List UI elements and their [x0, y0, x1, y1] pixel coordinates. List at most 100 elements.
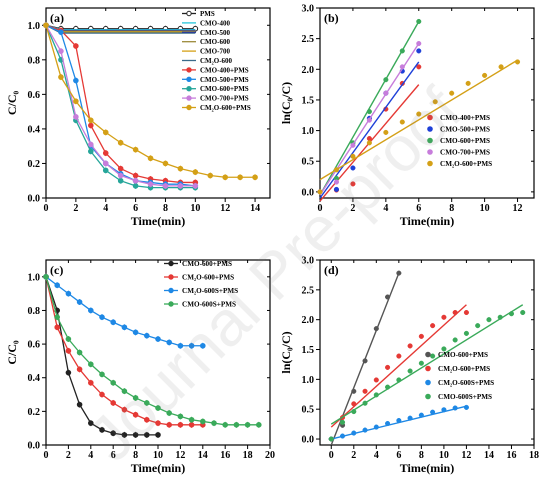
data-point	[73, 77, 79, 84]
legend-entry: CMO-500	[200, 29, 230, 37]
y-tick-label: 3.0	[302, 256, 315, 267]
plot-frame	[319, 259, 535, 446]
data-point	[452, 309, 458, 316]
data-point	[110, 379, 116, 386]
y-tick-label: 0.4	[28, 373, 41, 384]
legend-entry: CM₂O-600	[200, 57, 233, 65]
y-tick-label: 1.0	[28, 272, 41, 283]
legend-entry: CMO-600	[200, 38, 230, 46]
data-point	[102, 167, 109, 174]
data-point	[385, 294, 391, 300]
data-point	[430, 353, 436, 359]
data-point	[385, 420, 391, 427]
chart-panel-2: 0 2 4 6 8 10 12 14 16 18 20 0.0 0.2 0.4 0.6 0.8 1.0 Time(…	[5, 259, 275, 475]
data-point	[317, 189, 323, 195]
legend-marker	[425, 351, 431, 358]
x-tick-label: 8	[419, 450, 424, 461]
x-tick-label: 0	[44, 450, 49, 461]
series-line	[45, 24, 196, 184]
data-point	[88, 420, 94, 426]
data-point	[362, 358, 368, 364]
data-point	[58, 29, 64, 35]
data-point	[328, 436, 334, 442]
y-tick-label: 0.5	[302, 405, 315, 416]
y-tick-label: 1.0	[28, 21, 41, 32]
legend-entry: CMO-600+PMS	[440, 137, 490, 145]
x-tick-label: 4	[383, 203, 388, 214]
chart-panel-1: 0 2 4 6 8 10 12 0.0 0.5 1.0 1.5 2.0 2.5 3.0 Time(min) l…	[279, 4, 535, 228]
data-point	[99, 371, 105, 378]
legend-marker	[427, 137, 433, 144]
data-point	[58, 74, 64, 80]
data-point	[132, 432, 139, 438]
x-axis-label: Time(min)	[131, 461, 185, 475]
x-tick-label: 2	[73, 203, 78, 214]
data-point	[351, 388, 357, 394]
x-tick-label: 4	[374, 450, 379, 461]
series-9	[43, 22, 199, 189]
data-point	[110, 430, 116, 437]
x-tick-label: 20	[265, 450, 275, 461]
series-1	[45, 24, 196, 31]
x-tick-label: 8	[449, 203, 454, 214]
data-point	[449, 90, 455, 96]
data-point	[110, 400, 116, 406]
data-point	[482, 72, 488, 78]
legend-marker	[186, 10, 192, 17]
data-point	[418, 412, 424, 418]
data-point	[147, 181, 154, 187]
data-point	[144, 432, 150, 438]
x-tick-label: 12	[513, 203, 523, 214]
data-point	[88, 307, 94, 314]
x-axis-label: Time(min)	[131, 214, 185, 228]
data-point	[497, 314, 503, 320]
x-tick-label: 2	[66, 450, 71, 461]
series-7	[43, 22, 199, 189]
data-point	[177, 422, 184, 428]
x-tick-label: 2	[351, 450, 356, 461]
x-tick-label: 10	[153, 450, 163, 461]
data-point	[256, 422, 262, 428]
data-point	[383, 129, 389, 135]
data-point	[88, 148, 94, 155]
data-point	[102, 150, 109, 156]
data-point	[88, 361, 94, 368]
data-point	[65, 369, 72, 376]
data-point	[339, 433, 346, 439]
legend-marker	[427, 114, 433, 121]
data-point	[222, 422, 228, 428]
y-tick-label: 1.5	[302, 95, 315, 106]
series-4	[45, 24, 196, 33]
data-point	[155, 405, 161, 411]
panel-label: (c)	[50, 263, 63, 277]
data-point	[110, 319, 116, 326]
data-point	[399, 48, 405, 54]
data-point	[237, 174, 243, 181]
x-axis-label: Time(min)	[400, 214, 454, 228]
x-tick-label: 2	[350, 203, 355, 214]
panel-label: (a)	[50, 11, 64, 25]
data-point	[73, 43, 79, 49]
series-4	[317, 59, 521, 195]
data-point	[54, 314, 61, 320]
chart-panel-0: 0 2 4 6 8 10 12 14 0.0 0.2 0.4 0.6 0.8 1.0 Time(min) C/…	[5, 7, 271, 228]
data-point	[339, 419, 346, 425]
legend-entry: CMO-400	[200, 19, 230, 27]
series-line	[45, 24, 196, 34]
data-point	[132, 395, 139, 401]
data-point	[508, 311, 515, 317]
data-point	[43, 22, 49, 29]
y-tick-label: 2.5	[302, 34, 315, 45]
data-point	[498, 64, 504, 70]
series-line	[45, 24, 196, 31]
data-point	[351, 401, 357, 407]
legend-entry: CMO-700+PMS	[440, 149, 490, 157]
data-point	[88, 122, 94, 129]
legend-entry: CMO-500+PMS	[440, 126, 490, 134]
y-tick-label: 0.2	[28, 159, 41, 170]
data-point	[144, 332, 150, 339]
legend-entry: CM₂O-600+PMS	[200, 104, 251, 112]
data-point	[99, 391, 105, 398]
data-point	[88, 379, 94, 386]
x-tick-label: 8	[133, 450, 138, 461]
